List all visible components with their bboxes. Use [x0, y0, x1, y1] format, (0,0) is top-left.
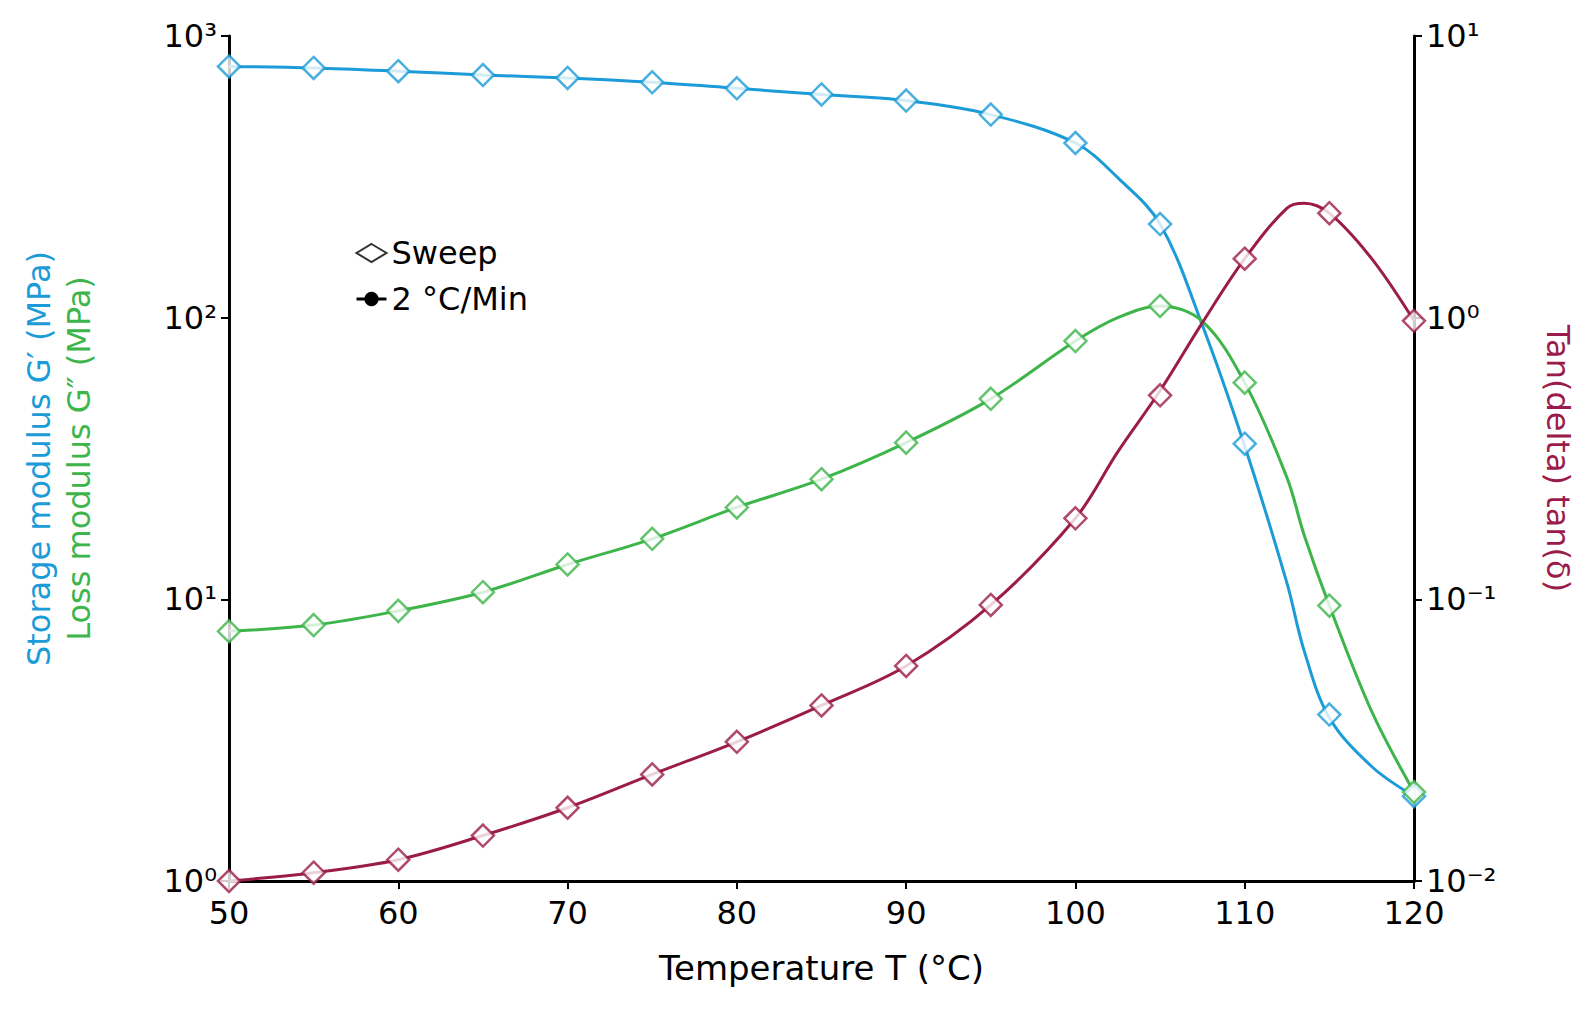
svg-text:10⁰: 10⁰ [1426, 299, 1480, 337]
svg-text:2 °C/Min: 2 °C/Min [392, 280, 528, 318]
svg-text:10¹: 10¹ [163, 580, 217, 618]
svg-text:120: 120 [1383, 894, 1444, 932]
svg-text:110: 110 [1214, 894, 1275, 932]
svg-text:Sweep: Sweep [392, 234, 498, 272]
svg-text:10³: 10³ [163, 17, 217, 55]
svg-text:10¹: 10¹ [1426, 17, 1480, 55]
svg-text:80: 80 [716, 894, 757, 932]
svg-text:10⁻¹: 10⁻¹ [1426, 580, 1496, 618]
svg-text:60: 60 [378, 894, 419, 932]
svg-text:10⁰: 10⁰ [163, 862, 217, 900]
svg-text:Tan(delta) tan(δ): Tan(delta) tan(δ) [1539, 324, 1577, 592]
svg-text:Storage modulus G′ (MPa): Storage modulus G′ (MPa) [20, 251, 58, 666]
svg-text:70: 70 [547, 894, 588, 932]
svg-text:Loss modulus G″ (MPa): Loss modulus G″ (MPa) [60, 276, 98, 641]
svg-text:10²: 10² [163, 299, 217, 337]
svg-text:Temperature T (°C): Temperature T (°C) [658, 948, 984, 988]
svg-text:90: 90 [886, 894, 927, 932]
svg-text:100: 100 [1045, 894, 1106, 932]
svg-text:50: 50 [209, 894, 250, 932]
svg-text:10⁻²: 10⁻² [1426, 862, 1497, 900]
